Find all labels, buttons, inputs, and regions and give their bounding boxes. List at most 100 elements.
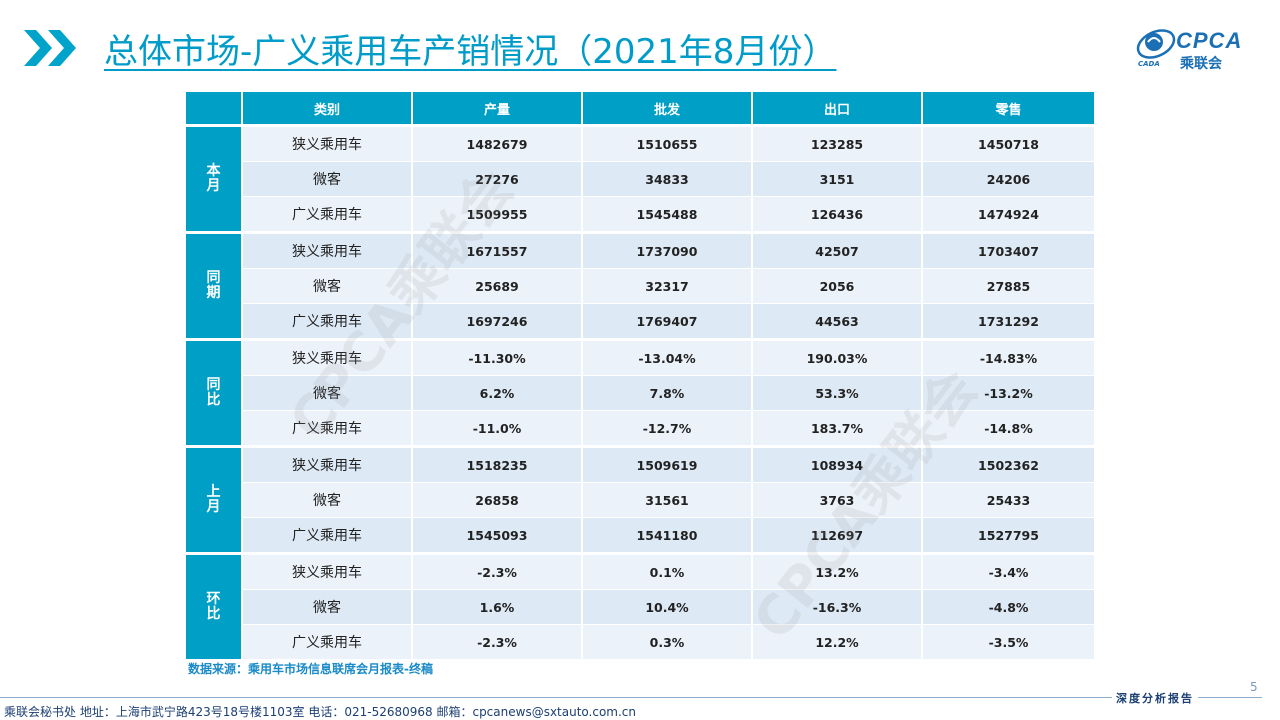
table-row: 同比 狭义乘用车 -11.30% -13.04% 190.03% -14.83% — [186, 339, 1094, 448]
table-row: 微客 25689 32317 2056 27885 — [186, 268, 1094, 304]
cell-export: 53.3% — [752, 375, 923, 411]
cell-retail: -4.8% — [922, 589, 1094, 625]
cell-production: -2.3% — [412, 624, 583, 662]
table-row: 同期 狭义乘用车 1671557 1737090 42507 1703407 — [186, 232, 1094, 341]
cell-retail: -3.4% — [922, 553, 1094, 590]
header-corner — [186, 92, 243, 127]
cell-production: 27276 — [412, 161, 583, 197]
cell-wholesale: 0.1% — [582, 553, 753, 590]
cell-wholesale: 1541180 — [582, 517, 753, 555]
cell-retail: -14.83% — [922, 339, 1094, 376]
data-source-note: 数据来源：乘用车市场信息联席会月报表-终稿 — [188, 662, 433, 676]
footer-divider — [0, 697, 1262, 698]
cell-retail: 27885 — [922, 268, 1094, 304]
cell-retail: 1450718 — [922, 125, 1094, 162]
cell-export: 3763 — [752, 482, 923, 518]
cell-category: 微客 — [242, 375, 413, 411]
group-label: 同期 — [186, 232, 243, 341]
cell-retail: 24206 — [922, 161, 1094, 197]
cell-category: 广义乘用车 — [242, 196, 413, 234]
table-header: 类别 产量 批发 出口 零售 — [186, 92, 1094, 127]
cell-production: 1697246 — [412, 303, 583, 341]
table-row: 广义乘用车 1509955 1545488 126436 1474924 — [186, 196, 1094, 234]
header-category: 类别 — [242, 92, 413, 127]
header-retail: 零售 — [922, 92, 1094, 127]
cell-retail: 1703407 — [922, 232, 1094, 269]
cell-production: 25689 — [412, 268, 583, 304]
cell-retail: 1502362 — [922, 446, 1094, 483]
cell-category: 广义乘用车 — [242, 303, 413, 341]
group-label-text: 同比 — [206, 377, 221, 408]
cell-export: 3151 — [752, 161, 923, 197]
cell-wholesale: 7.8% — [582, 375, 753, 411]
cell-category: 广义乘用车 — [242, 624, 413, 662]
chevron-double-icon — [24, 30, 76, 66]
cell-retail: -13.2% — [922, 375, 1094, 411]
page-title: 总体市场-广义乘用车产销情况（2021年8月份） — [104, 32, 837, 72]
cell-retail: -14.8% — [922, 410, 1094, 448]
cell-retail: 1731292 — [922, 303, 1094, 341]
table-row: 广义乘用车 -2.3% 0.3% 12.2% -3.5% — [186, 624, 1094, 662]
cell-export: 112697 — [752, 517, 923, 555]
cpca-logo: CPCA 乘联会 CADA — [1134, 24, 1260, 76]
footer-contact: 乘联会秘书处 地址：上海市武宁路423号18号楼1103室 电话：021-526… — [4, 705, 637, 719]
cell-production: 1509955 — [412, 196, 583, 234]
header-production: 产量 — [412, 92, 583, 127]
cell-production: -2.3% — [412, 553, 583, 590]
group-label: 本月 — [186, 125, 243, 234]
cell-production: 1518235 — [412, 446, 583, 483]
group-label: 同比 — [186, 339, 243, 448]
cell-category: 广义乘用车 — [242, 517, 413, 555]
cell-wholesale: 1737090 — [582, 232, 753, 269]
cell-category: 微客 — [242, 482, 413, 518]
cell-category: 广义乘用车 — [242, 410, 413, 448]
cell-wholesale: 0.3% — [582, 624, 753, 662]
group-label: 上月 — [186, 446, 243, 555]
table-row: 微客 27276 34833 3151 24206 — [186, 161, 1094, 197]
cell-wholesale: 1510655 — [582, 125, 753, 162]
cell-export: 42507 — [752, 232, 923, 269]
table-body: 本月 狭义乘用车 1482679 1510655 123285 1450718 微客 2727… — [186, 125, 1094, 662]
cell-wholesale: 1545488 — [582, 196, 753, 234]
cell-export: 2056 — [752, 268, 923, 304]
cell-category: 微客 — [242, 268, 413, 304]
header-wholesale: 批发 — [582, 92, 753, 127]
cell-wholesale: 1509619 — [582, 446, 753, 483]
table-row: 微客 1.6% 10.4% -16.3% -4.8% — [186, 589, 1094, 625]
cell-wholesale: 31561 — [582, 482, 753, 518]
cell-export: 126436 — [752, 196, 923, 234]
cell-export: 183.7% — [752, 410, 923, 448]
logo-text: CPCA — [1176, 28, 1243, 53]
cell-retail: 1527795 — [922, 517, 1094, 555]
cell-wholesale: 32317 — [582, 268, 753, 304]
data-table: 类别 产量 批发 出口 零售 本月 狭义乘用车 1482679 1510655 1232… — [186, 92, 1094, 662]
cell-retail: 25433 — [922, 482, 1094, 518]
cell-production: 1671557 — [412, 232, 583, 269]
logo-sub: CADA — [1138, 60, 1160, 68]
header-export: 出口 — [752, 92, 923, 127]
cell-retail: 1474924 — [922, 196, 1094, 234]
cell-export: 123285 — [752, 125, 923, 162]
cell-production: 26858 — [412, 482, 583, 518]
cell-wholesale: -12.7% — [582, 410, 753, 448]
report-tagline: 深度分析报告 — [1112, 690, 1198, 706]
cell-production: -11.0% — [412, 410, 583, 448]
table-row: 广义乘用车 1545093 1541180 112697 1527795 — [186, 517, 1094, 555]
cell-production: 1.6% — [412, 589, 583, 625]
cell-export: 44563 — [752, 303, 923, 341]
cell-export: 190.03% — [752, 339, 923, 376]
cell-wholesale: 1769407 — [582, 303, 753, 341]
cell-wholesale: -13.04% — [582, 339, 753, 376]
cell-category: 狭义乘用车 — [242, 446, 413, 483]
cell-category: 狭义乘用车 — [242, 125, 413, 162]
cell-category: 微客 — [242, 161, 413, 197]
globe-icon — [1136, 29, 1176, 59]
cell-production: 6.2% — [412, 375, 583, 411]
group-label-text: 上月 — [206, 484, 221, 515]
group-label-text: 环比 — [206, 591, 221, 622]
table-row: 微客 26858 31561 3763 25433 — [186, 482, 1094, 518]
cell-wholesale: 10.4% — [582, 589, 753, 625]
cell-export: 12.2% — [752, 624, 923, 662]
table-row: 广义乘用车 1697246 1769407 44563 1731292 — [186, 303, 1094, 341]
cell-category: 狭义乘用车 — [242, 553, 413, 590]
